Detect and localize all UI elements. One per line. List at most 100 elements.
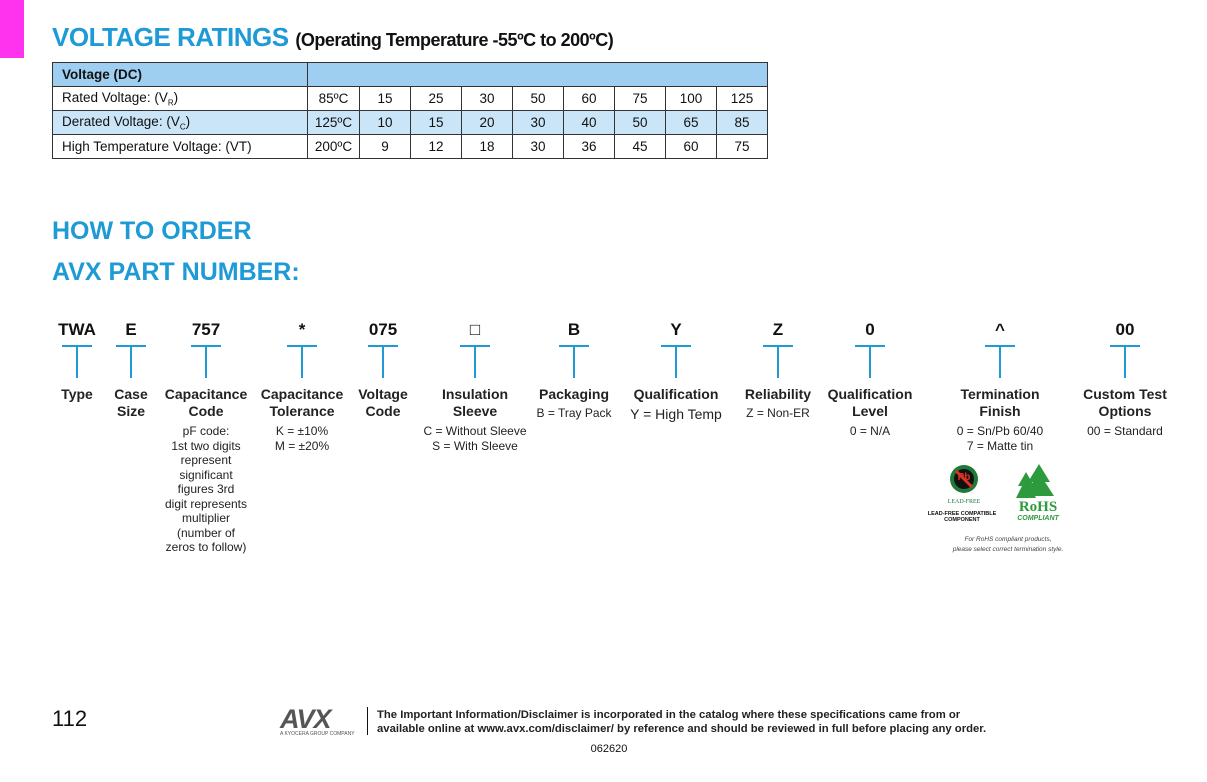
field-desc: M = ±20%: [274, 438, 330, 453]
label-text: High Temperature Voltage: (VT): [62, 139, 252, 154]
pb-label: Pb: [957, 472, 971, 483]
field-tick-stem: [573, 345, 575, 378]
field-name: Capacitance: [164, 386, 248, 402]
rohs-note: please select correct termination style.: [952, 546, 1064, 553]
field-desc: 0 = N/A: [849, 424, 891, 438]
logo-tagline: A KYOCERA GROUP COMPANY: [280, 731, 355, 737]
field-name: Capacitance: [260, 386, 344, 402]
doc-code: 062620: [590, 743, 628, 755]
row-label: Rated Voltage: (VR): [52, 86, 308, 111]
value-cell: 40: [563, 110, 615, 135]
rohs-tree-small: [1016, 472, 1036, 498]
field-tick-stem: [130, 345, 132, 378]
field-desc: S = With Sleeve: [432, 438, 518, 453]
field-name: Termination: [960, 386, 1040, 402]
temp-cell: 200ºC: [307, 134, 360, 159]
field-name: Voltage: [358, 386, 408, 402]
field-code: *: [298, 320, 306, 339]
field-name: Packaging: [538, 386, 610, 402]
header-cell: Voltage (DC): [52, 62, 308, 87]
field-desc: digit represents: [164, 496, 248, 511]
field-code: Z: [772, 320, 784, 339]
subtitle: (Operating Temperature -55ºC to 200ºC): [295, 30, 614, 50]
label-text: Derated Voltage: (V: [62, 113, 180, 129]
value-cell: 12: [410, 134, 462, 159]
field-code: B: [567, 320, 581, 339]
field-code: TWA: [58, 320, 96, 339]
rohs-label: RoHS: [1018, 499, 1058, 515]
page-number: 112: [52, 706, 88, 731]
field-desc: multiplier: [181, 511, 231, 525]
section-heading: HOW TO ORDER: [52, 217, 252, 245]
field-tick-stem: [777, 345, 779, 378]
field-tick-stem: [1124, 345, 1126, 378]
field-name: Options: [1098, 403, 1152, 419]
disclaimer: The Important Information/Disclaimer is …: [377, 708, 986, 736]
rohs-note: For RoHS compliant products,: [964, 536, 1052, 543]
label-end: ): [185, 113, 191, 129]
row-label: Derated Voltage: (VC): [52, 110, 308, 135]
label-sub: R: [167, 98, 174, 108]
field-code: E: [125, 320, 137, 339]
field-desc: 00 = Standard: [1087, 424, 1163, 438]
field-desc: significant: [179, 467, 233, 482]
field-code: 757: [191, 320, 221, 339]
field-desc: (number of: [176, 525, 236, 540]
field-name: Finish: [979, 403, 1021, 419]
field-name: Custom Test: [1083, 386, 1167, 402]
value-cell: 10: [359, 110, 411, 135]
value-cell: 125: [716, 86, 768, 111]
header-blank: [307, 62, 768, 87]
field-code: ^: [995, 320, 1005, 339]
value-cell: 30: [461, 86, 513, 111]
value-cell: 45: [614, 134, 666, 159]
row-label: High Temperature Voltage: (VT): [52, 134, 308, 159]
field-name: Insulation: [441, 386, 509, 402]
field-tick-stem: [869, 345, 871, 378]
field-desc: 7 = Matte tin: [966, 438, 1034, 453]
value-cell: 18: [461, 134, 513, 159]
label-text: Rated Voltage: (V: [62, 89, 168, 105]
field-tick-stem: [382, 345, 384, 378]
value-cell: 30: [512, 134, 564, 159]
value-cell: 85: [716, 110, 768, 135]
field-name: Type: [61, 386, 93, 402]
field-name: Sleeve: [452, 403, 498, 419]
value-cell: 60: [665, 134, 717, 159]
table-header-row: Voltage (DC): [52, 62, 768, 87]
field-desc: 0 = Sn/Pb 60/40: [956, 424, 1044, 438]
field-name: Code: [365, 403, 401, 419]
value-cell: 9: [359, 134, 411, 159]
value-cell: 25: [410, 86, 462, 111]
field-tick-stem: [205, 345, 207, 378]
field-tick-stem: [999, 345, 1001, 378]
value-cell: 20: [461, 110, 513, 135]
value-cell: 100: [665, 86, 717, 111]
title-text: VOLTAGE RATINGS: [52, 22, 289, 52]
field-name: Qualification: [633, 386, 719, 402]
field-desc: Y = High Temp: [630, 406, 722, 422]
field-name: Size: [116, 403, 146, 419]
label-end: ): [173, 89, 179, 105]
field-code: Y: [670, 320, 682, 339]
value-cell: 36: [563, 134, 615, 159]
compliant-label: COMPLIANT: [1017, 515, 1059, 522]
disclaimer-line: The Important Information/Disclaimer is …: [377, 709, 961, 721]
voltage-table: Voltage (DC) Rated Voltage: (VR) 85ºC 15 25 3…: [52, 62, 768, 159]
label-sub: C: [179, 122, 186, 132]
field-name: Reliability: [744, 386, 812, 402]
field-name: Code: [188, 403, 224, 419]
field-desc: Z = Non-ER: [746, 406, 810, 420]
compatible-label: COMPONENT: [944, 517, 980, 523]
value-cell: 50: [614, 110, 666, 135]
value-cell: 75: [716, 134, 768, 159]
field-name: Case: [114, 386, 148, 402]
field-name: Qualification: [827, 386, 913, 402]
rohs-tree: [1024, 464, 1054, 496]
table-row: High Temperature Voltage: (VT) 200ºC 9 12 18…: [52, 134, 768, 159]
title: VOLTAGE RATINGS (Operating Temperature -…: [52, 22, 614, 53]
field-desc: K = ±10%: [275, 424, 329, 438]
field-code: □: [469, 320, 481, 339]
field-desc: pF code:: [182, 424, 230, 438]
